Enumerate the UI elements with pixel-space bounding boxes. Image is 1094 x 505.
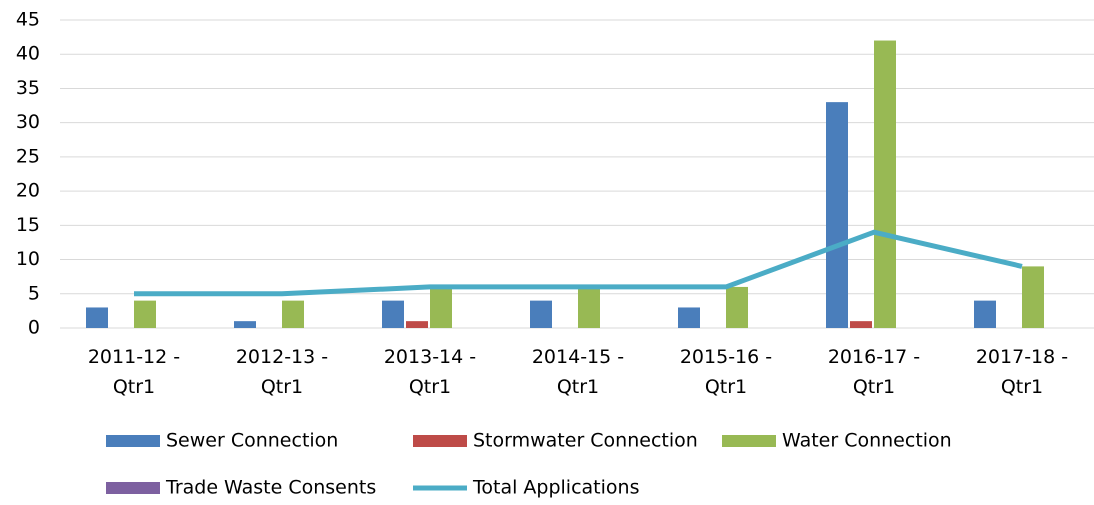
legend-label: Water Connection: [782, 430, 952, 452]
bar: [974, 300, 996, 328]
bar: [850, 321, 872, 328]
y-tick-label: 10: [16, 248, 40, 270]
legend-label: Stormwater Connection: [473, 430, 698, 452]
x-tick-label: 2011-12 - Qtr1: [87, 346, 181, 398]
y-tick-label: 20: [16, 180, 40, 202]
line: [134, 229, 1023, 297]
bar: [134, 300, 156, 328]
legend-swatch: [722, 435, 776, 447]
bar: [726, 286, 748, 328]
x-tick-label: 2013-14 - Qtr1: [383, 346, 477, 398]
bar: [234, 321, 256, 328]
bar: [678, 307, 700, 328]
legend-swatch: [106, 482, 160, 494]
bar: [874, 40, 896, 329]
x-tick-label: 2014-15 - Qtr1: [531, 346, 625, 398]
y-tick-label: 35: [16, 77, 40, 99]
bar: [578, 286, 600, 328]
bar: [86, 307, 108, 328]
x-tick-label: 2016-17 - Qtr1: [827, 346, 921, 398]
y-tick-label: 45: [16, 9, 40, 31]
x-tick-label: 2017-18 - Qtr1: [975, 346, 1069, 398]
bar: [1022, 266, 1044, 328]
bar: [530, 300, 552, 328]
y-tick-label: 15: [16, 214, 40, 236]
x-tick-label: 2012-13 - Qtr1: [235, 346, 329, 398]
bar: [282, 300, 304, 328]
y-tick-label: 40: [16, 43, 40, 65]
y-tick-label: 25: [16, 145, 40, 167]
bar: [382, 300, 404, 328]
bar: [430, 286, 452, 328]
bar: [826, 102, 848, 328]
y-tick-label: 5: [28, 282, 40, 304]
legend-label: Trade Waste Consents: [165, 477, 376, 499]
legend-label: Sewer Connection: [166, 430, 338, 452]
legend-swatch: [413, 435, 467, 447]
y-tick-label: 30: [16, 111, 40, 133]
y-tick-label: 0: [28, 317, 40, 339]
x-tick-label: 2015-16 - Qtr1: [679, 346, 773, 398]
bar: [406, 321, 428, 328]
legend-swatch: [106, 435, 160, 447]
legend-label: Total Applications: [472, 477, 639, 499]
